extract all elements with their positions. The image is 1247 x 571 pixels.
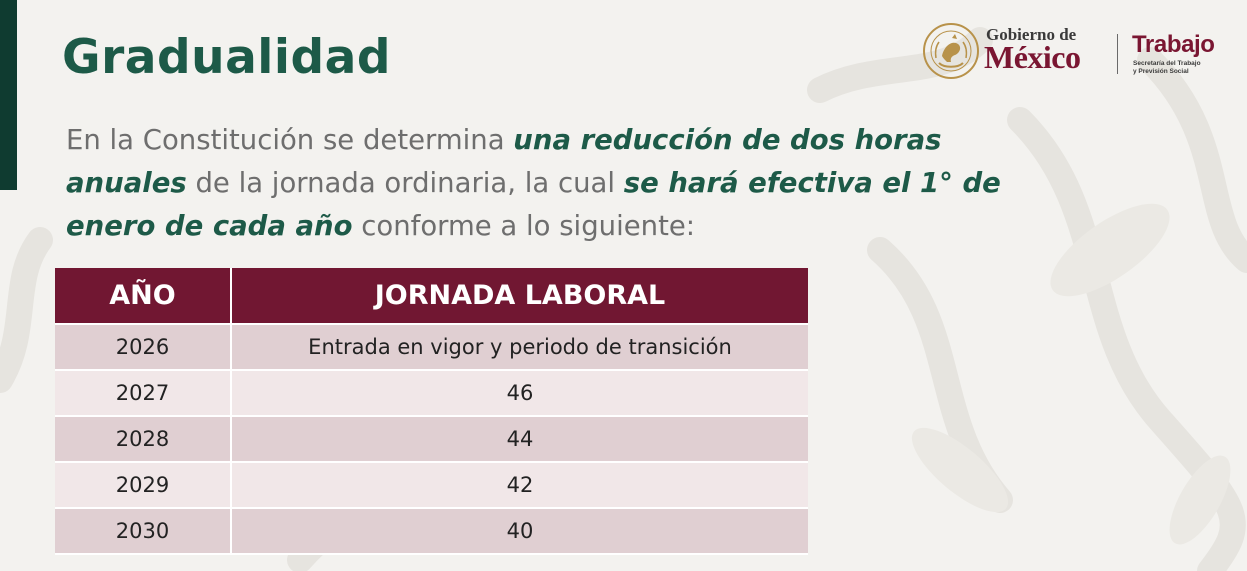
hours-cell: 40 [231,508,808,555]
header-ano: AÑO [55,268,232,325]
trabajo-label: Trabajo [1132,31,1215,58]
trabajo-subtitle: Secretaría del Trabajo y Previsión Socia… [1133,60,1201,76]
year-cell: 2027 [55,370,232,417]
trabajo-subtitle-line-1: Secretaría del Trabajo [1133,60,1201,67]
year-cell: 2029 [55,462,232,509]
intro-highlight-1: una reducción de dos horas anuales [66,124,942,199]
table-row: 2029 42 [55,462,808,509]
hours-cell: 44 [231,416,808,463]
trabajo-subtitle-line-2: y Previsión Social [1133,68,1189,75]
intro-highlight-2: se hará efectiva el 1° de enero de cada … [66,167,1001,242]
hours-cell: 46 [231,370,808,417]
table-row: 2026 Entrada en vigor y periodo de trans… [55,324,808,371]
accent-side-bar [0,0,17,190]
page-title: Gradualidad [62,30,392,85]
intro-text-3: conforme a lo siguiente: [352,210,696,242]
year-cell: 2030 [55,508,232,555]
gradualidad-table: AÑO JORNADA LABORAL 2026 Entrada en vigo… [55,268,808,555]
mexico-label: México [984,39,1081,75]
header-jornada-laboral: JORNADA LABORAL [231,268,808,325]
table-row: 2030 40 [55,508,808,555]
year-cell: 2026 [55,324,232,371]
gobierno-de-label: Gobierno de [986,25,1077,44]
intro-paragraph: En la Constitución se determina una redu… [66,119,1046,248]
table-header-row: AÑO JORNADA LABORAL [55,268,808,325]
coat-of-arms-seal-icon [923,23,979,79]
intro-text-2: de la jornada ordinaria, la cual [186,167,624,199]
logo-divider [1117,34,1118,74]
table-row: 2027 46 [55,370,808,417]
government-logos: Gobierno de México Trabajo Secretaría de… [922,22,1232,82]
intro-text-1: En la Constitución se determina [66,124,514,156]
hours-cell: Entrada en vigor y periodo de transición [231,324,808,371]
year-cell: 2028 [55,416,232,463]
table-row: 2028 44 [55,416,808,463]
hours-cell: 42 [231,462,808,509]
